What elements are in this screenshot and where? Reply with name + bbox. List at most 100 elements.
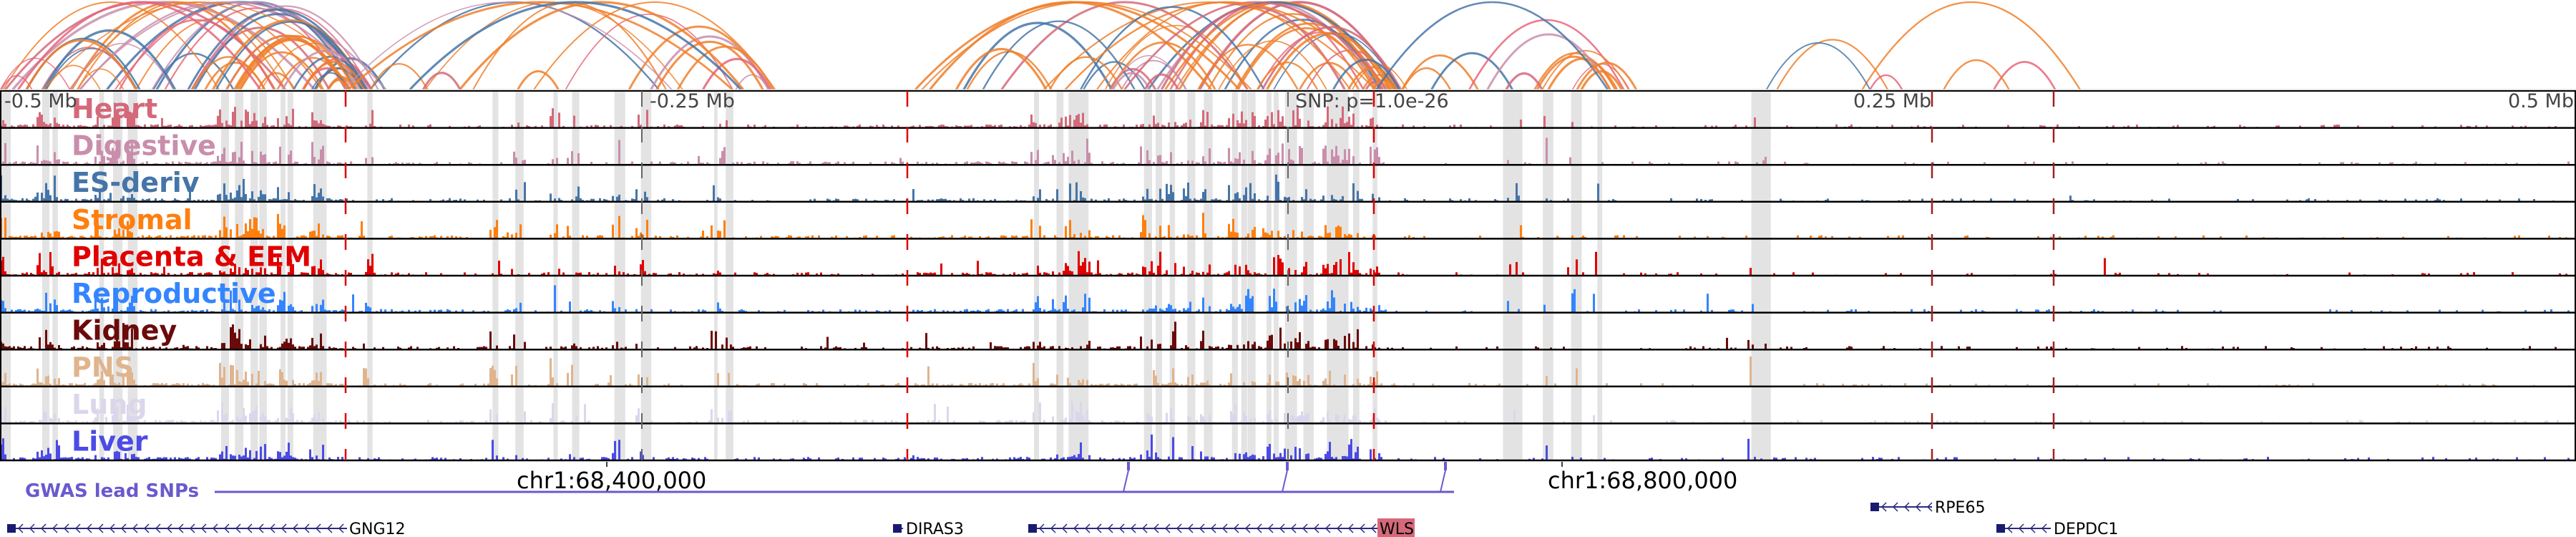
signal-bar bbox=[580, 458, 582, 460]
signal-bar bbox=[711, 225, 713, 239]
signal-track-heart[interactable] bbox=[0, 102, 2576, 129]
signal-bar bbox=[1005, 420, 1007, 424]
signal-bar bbox=[1033, 362, 1035, 387]
signal-bar bbox=[1215, 347, 1217, 350]
signal-bar bbox=[1024, 273, 1026, 276]
signal-bar bbox=[1052, 299, 1054, 313]
signal-bar bbox=[565, 346, 567, 350]
signal-bar bbox=[1209, 264, 1211, 276]
signal-bar bbox=[1230, 161, 1232, 165]
gwas-snp-marker[interactable] bbox=[1127, 462, 1130, 470]
gene-wls[interactable]: WLS bbox=[1028, 518, 1415, 537]
signal-bar bbox=[1112, 235, 1114, 239]
signal-bar bbox=[966, 309, 968, 313]
signal-bar bbox=[358, 457, 361, 460]
signal-bar bbox=[923, 384, 925, 387]
gene-depdc1[interactable]: DEPDC1 bbox=[1996, 521, 2118, 537]
signal-bar bbox=[601, 457, 603, 460]
signal-bar bbox=[109, 158, 112, 165]
signal-bar bbox=[1850, 347, 1853, 350]
signal-bar bbox=[120, 236, 122, 239]
signal-bar bbox=[243, 160, 245, 165]
signal-bar bbox=[64, 457, 67, 460]
signal-bar bbox=[24, 420, 26, 424]
signal-bar bbox=[94, 383, 97, 387]
signal-bar bbox=[1026, 346, 1028, 350]
gene-rpe65[interactable]: RPE65 bbox=[1870, 499, 1985, 517]
signal-bar bbox=[1917, 420, 1919, 424]
signal-bar bbox=[1320, 420, 1322, 424]
signal-bar bbox=[1153, 272, 1155, 276]
signal-bar bbox=[481, 347, 483, 350]
signal-bar bbox=[930, 272, 932, 276]
signal-bar bbox=[1290, 159, 1292, 165]
signal-bar bbox=[1299, 118, 1301, 128]
signal-bar bbox=[1000, 235, 1002, 239]
signal-bar bbox=[1163, 236, 1166, 239]
signal-bar bbox=[225, 310, 228, 313]
signal-bar bbox=[603, 198, 605, 202]
signal-bar bbox=[1273, 453, 1275, 460]
signal-bar bbox=[1294, 418, 1297, 424]
signal-bar bbox=[1966, 274, 1968, 276]
signal-bar bbox=[678, 272, 680, 276]
signal-bar bbox=[2037, 236, 2039, 239]
signal-bar bbox=[103, 125, 105, 128]
signal-bar bbox=[88, 310, 90, 313]
signal-bar bbox=[698, 309, 700, 313]
signal-bar bbox=[2, 161, 4, 165]
signal-bar bbox=[1468, 382, 1470, 387]
signal-bar bbox=[191, 309, 193, 313]
signal-bar bbox=[2014, 198, 2016, 202]
signal-bar bbox=[13, 383, 15, 387]
signal-bar bbox=[43, 160, 45, 165]
signal-track-kidney[interactable] bbox=[0, 321, 2576, 351]
signal-bar bbox=[1217, 346, 1219, 350]
signal-bar bbox=[13, 162, 15, 165]
signal-bar bbox=[1249, 273, 1252, 276]
signal-bar bbox=[1805, 347, 1807, 350]
signal-bar bbox=[97, 221, 99, 239]
signal-bar bbox=[2404, 198, 2406, 202]
signal-bar bbox=[273, 198, 275, 202]
signal-bar bbox=[1267, 233, 1269, 239]
signal-bar bbox=[2447, 346, 2449, 350]
signal-bar bbox=[122, 323, 125, 350]
signal-bar bbox=[307, 273, 309, 276]
signal-bar bbox=[1151, 339, 1153, 350]
strand-arrow bbox=[1892, 502, 1898, 512]
signal-bar bbox=[427, 384, 429, 387]
signal-bar bbox=[1434, 457, 1436, 460]
signal-bar bbox=[125, 420, 127, 424]
signal-bar bbox=[1187, 347, 1189, 350]
signal-bar bbox=[21, 273, 24, 276]
signal-bar bbox=[182, 344, 185, 350]
signal-bar bbox=[112, 236, 114, 239]
signal-bar bbox=[1747, 339, 1750, 350]
signal-bar bbox=[2057, 124, 2059, 128]
signal-bar bbox=[1279, 258, 1282, 276]
signal-bar bbox=[927, 273, 930, 276]
gene-diras3[interactable]: DIRAS3 bbox=[893, 521, 964, 537]
gwas-snp-marker[interactable] bbox=[1444, 462, 1447, 470]
signal-bar bbox=[286, 417, 288, 424]
signal-bar bbox=[1666, 420, 1668, 424]
signal-bar bbox=[700, 236, 702, 239]
signal-bar bbox=[107, 125, 109, 128]
gwas-snp-marker[interactable] bbox=[1286, 462, 1289, 470]
signal-bar bbox=[221, 309, 223, 313]
gene-gng12[interactable]: GNG12 bbox=[7, 521, 406, 537]
signal-bar bbox=[1335, 199, 1337, 202]
signal-bar bbox=[912, 189, 914, 202]
signal-bar bbox=[2434, 162, 2436, 165]
signal-bar bbox=[586, 125, 588, 128]
signal-bar bbox=[704, 457, 706, 460]
signal-bar bbox=[399, 383, 401, 387]
signal-bar bbox=[616, 342, 618, 350]
signal-bar bbox=[1116, 384, 1118, 387]
signal-bar bbox=[1490, 125, 1492, 128]
signal-bar bbox=[1286, 372, 1288, 387]
signal-bar bbox=[412, 125, 414, 128]
signal-bar bbox=[36, 117, 39, 128]
